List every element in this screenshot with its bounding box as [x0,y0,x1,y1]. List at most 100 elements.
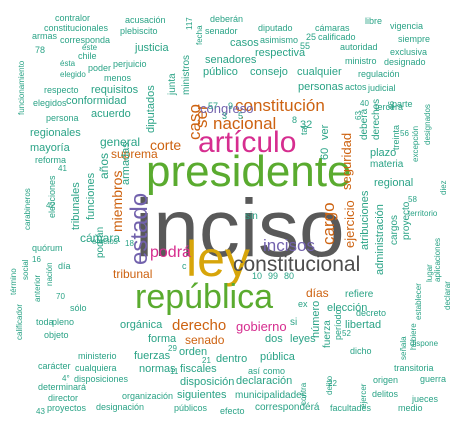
word-senala: señala [399,336,408,360]
word-seguridad: seguridad [339,132,354,190]
word-establecer: establecer [414,283,423,320]
word-sin: sin [245,211,258,222]
word-21: 21 [202,356,211,365]
word-contralor: contralor [55,13,91,23]
word-requisitos: requisitos [91,84,139,96]
word-chile: chile [78,51,97,61]
word-contra: contra [299,382,308,405]
word-determinara: determinará [38,382,87,392]
word-camaras: cámaras [315,23,350,33]
word-este: éste [82,43,98,52]
word-constitucion: constitución [235,96,325,115]
word-c: c [182,261,187,271]
word-dos: dos [265,333,283,345]
word-efectos: efectos [92,237,118,246]
word-justicia: justicia [135,42,169,54]
word-carabineros: carabineros [23,188,32,230]
word-designacion: designación [96,402,145,412]
word-armas: armas [32,31,58,41]
word-persona: persona [46,113,79,123]
word-40: 40 [360,99,369,108]
word-guerra: guerra [420,374,447,384]
word-calificador: calificador [15,303,24,340]
word-deberan: deberán [210,14,244,24]
word-42: 42 [46,201,55,210]
word-republica: república [135,278,273,316]
word-dispone: dispone [410,339,439,348]
word-disposiciones: disposiciones [74,374,129,384]
word-parte: parte [392,99,413,109]
word-ex: ex [298,299,308,309]
word-transitoria: transitoria [394,363,434,373]
word-60: 60 [319,147,331,160]
word-dia: día [58,261,71,271]
word-disposicion: disposición [180,376,235,388]
word-camara: cámara [80,231,121,245]
word-acusacion: acusación [125,15,166,25]
word-32: 32 [300,119,313,131]
word-poder: poder [88,63,112,73]
word-armadas: armadas [120,142,132,185]
word-regulacion: regulación [358,69,400,79]
word-56: 56 [400,129,409,138]
word-delitos: delitos [372,389,399,399]
word-designado: designado [384,57,426,67]
word-tribunales: tribunales [70,182,82,230]
word-fuerza: fuerza [322,320,333,348]
word-funcionamiento: funcionamiento [17,60,26,115]
word-declarar: declarar [443,281,452,310]
word-corresponda: corresponda [60,35,111,45]
word-80: 80 [284,271,295,281]
word-tercera: tercera [375,102,404,112]
word-18: 18 [125,239,134,248]
word-tal: tal [299,125,309,135]
word-esta: ésta [60,59,76,68]
word-personas: personas [298,81,344,93]
word-anos: años [97,152,111,179]
word-termino: término [9,268,18,295]
word-podra: podrá [150,244,191,261]
word-funciones: funciones [85,172,97,220]
word-consejo: consejo [250,66,288,78]
word-como: como [263,366,286,376]
word-proyecto: proyecto [401,201,412,240]
word-congreso: congreso [200,101,254,116]
word-aplicaciones: aplicaciones [433,237,442,282]
word-78: 78 [35,45,46,55]
word-gobierno: gobierno [236,319,287,334]
word-articulo: artículo [198,126,297,159]
word-materia: materia [370,159,404,170]
word-orden: orden [179,346,208,358]
word-si: si [290,317,298,328]
word-29: 29 [168,344,177,353]
word-9: 9 [228,101,234,111]
word-5: 5 [238,111,244,121]
word-ministerio: ministerio [78,351,117,361]
word-55: 55 [300,41,311,51]
word-dentro: dentro [216,353,248,365]
word-8: 8 [292,115,298,125]
word-eleccion: elección [327,302,368,314]
word-forma: forma [148,333,177,345]
word-municipalidades: municipalidades [235,390,307,401]
word-publico: público [203,66,238,78]
word-regionales: regionales [30,127,81,139]
word-3: 3 [222,111,228,121]
word-libre: libre [365,16,383,26]
word-diez: diez [439,180,448,195]
word-siguientes: siguientes [177,389,227,401]
word-11: 11 [170,367,179,376]
word-fuerzas: fuerzas [134,350,171,362]
word-efecto: efecto [220,406,245,416]
word-regional: regional [374,177,414,189]
word-asi: así [248,366,261,376]
word-52: 52 [342,329,351,338]
word-diputados: diputados [145,85,157,133]
word-exclusiva: exclusiva [390,47,428,57]
word-diputado: diputado [258,23,293,33]
word-siempre: siempre [398,34,431,44]
word-publica: pública [260,351,295,363]
word-inciso: inciso [135,183,345,274]
word-anterior: anterior [33,274,42,302]
word-asimismo: asimismo [260,35,299,45]
